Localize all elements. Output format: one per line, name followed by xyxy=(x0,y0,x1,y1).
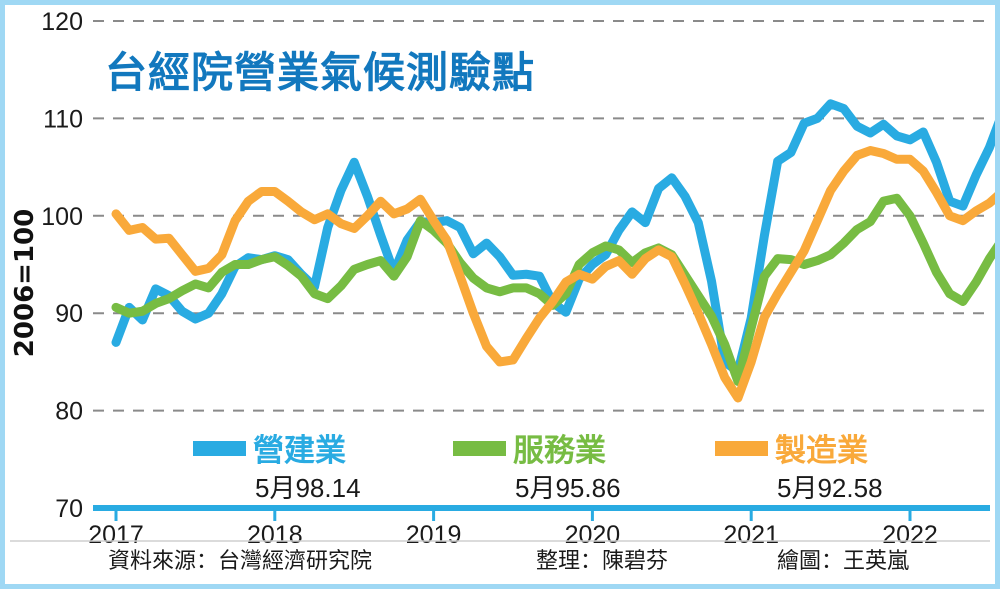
y-tick-label: 80 xyxy=(55,398,83,426)
series-line-服務業 xyxy=(111,193,995,386)
chart-canvas: 70 80 90 100 110 120 台經院營業氣候測驗點 2006=100 2017… xyxy=(5,5,995,584)
legend-value-service: 5月95.86 xyxy=(515,473,621,503)
x-tick-label: 2017 xyxy=(88,521,144,549)
footer-source: 資料來源：台灣經濟研究院 xyxy=(108,549,372,574)
y-axis-labels: 70 80 90 100 110 120 xyxy=(41,8,83,523)
legend-swatch-manufacturing xyxy=(715,441,768,456)
legend-label-manufacturing: 製造業 xyxy=(775,433,868,469)
legend-label-service: 服務業 xyxy=(513,433,606,469)
y-tick-label: 110 xyxy=(43,105,83,133)
page-title: 台經院營業氣候測驗點 xyxy=(105,48,535,97)
legend-swatch-construction xyxy=(193,441,246,456)
series-group xyxy=(111,99,995,403)
footer-graphics: 繪圖：王英嵐 xyxy=(777,549,909,574)
x-tick-label: 2018 xyxy=(247,521,303,549)
series-line-營建業 xyxy=(111,99,995,377)
legend: 營建業 5月98.14 服務業 5月95.86 製造業 5月92.58 xyxy=(193,433,883,503)
x-tick-label: 2019 xyxy=(406,521,462,549)
y-tick-label: 100 xyxy=(41,203,83,231)
legend-swatch-service xyxy=(453,441,506,456)
series-line-製造業 xyxy=(111,146,995,403)
legend-label-construction: 營建業 xyxy=(253,433,346,469)
y-tick-label: 70 xyxy=(55,495,83,523)
legend-value-construction: 5月98.14 xyxy=(255,473,361,503)
footer-editor: 整理：陳碧芬 xyxy=(536,549,668,574)
x-tick-label: 2021 xyxy=(723,521,779,549)
y-axis-caption: 2006=100 xyxy=(10,209,40,357)
y-tick-label: 90 xyxy=(55,300,83,328)
legend-value-manufacturing: 5月92.58 xyxy=(777,473,883,503)
y-tick-label: 120 xyxy=(41,8,83,36)
x-axis-ticks xyxy=(114,508,912,521)
x-tick-label: 2020 xyxy=(565,521,621,549)
line-chart: 70 80 90 100 110 120 台經院營業氣候測驗點 2006=100 2017… xyxy=(10,8,995,574)
x-axis-labels: 2017 2018 2019 2020 2021 2022 xyxy=(88,521,938,549)
x-tick-label: 2022 xyxy=(882,521,938,549)
